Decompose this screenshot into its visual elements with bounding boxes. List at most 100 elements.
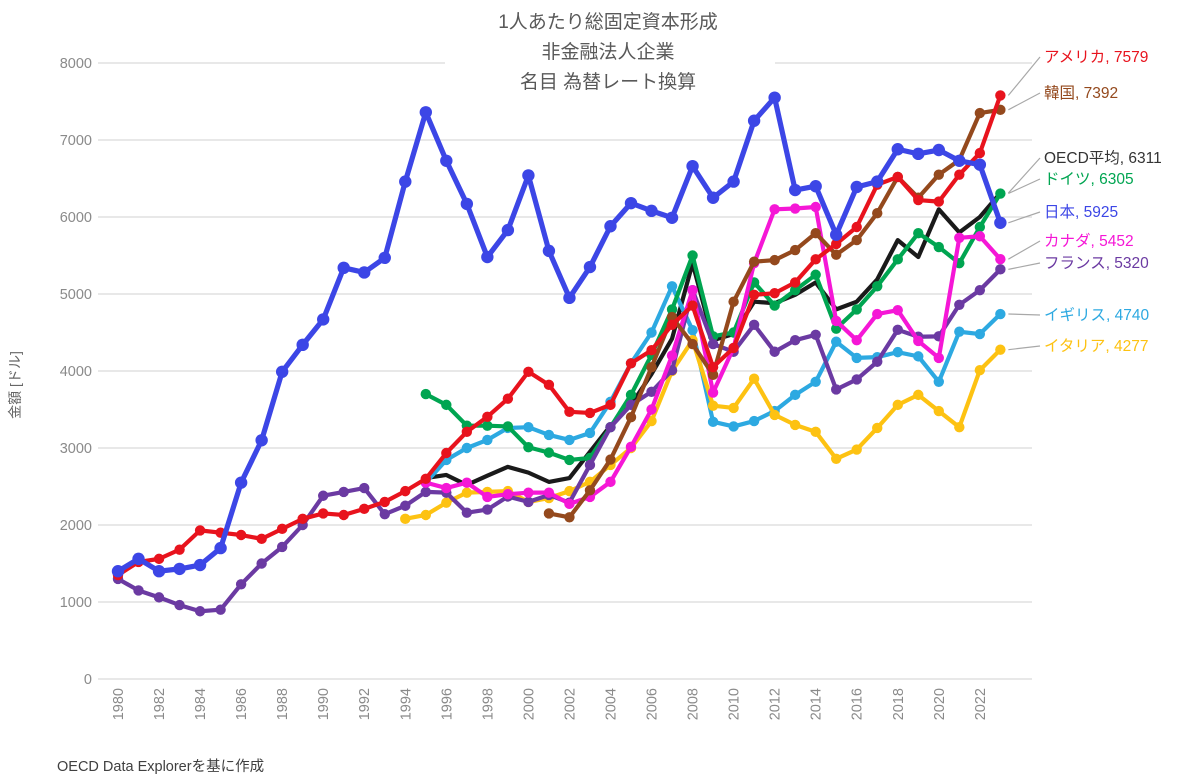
data-point-japan [768, 91, 781, 104]
data-point-usa [769, 288, 780, 299]
data-point-france [359, 482, 370, 494]
data-point-korea [872, 207, 883, 219]
data-point-usa [625, 358, 637, 369]
data-point-france [461, 507, 473, 518]
data-point-uk [687, 324, 698, 336]
data-point-japan [686, 159, 699, 173]
data-point-canada [892, 304, 903, 316]
data-point-japan [850, 180, 863, 194]
data-point-france [646, 386, 657, 397]
y-tick-label-2000: 2000 [60, 518, 92, 534]
data-point-uk [564, 434, 575, 446]
series-line-usa [115, 93, 1003, 578]
series-markers-uk [420, 281, 1006, 488]
data-point-germany [789, 284, 801, 296]
x-tick-label-2022: 2022 [973, 688, 989, 720]
data-point-usa [974, 147, 986, 159]
data-point-japan [132, 552, 145, 566]
data-point-usa [338, 509, 349, 521]
data-point-japan [317, 313, 330, 326]
data-point-japan [583, 260, 597, 274]
data-point-japan [275, 365, 289, 378]
y-tick-label-8000: 8000 [60, 56, 92, 72]
data-point-korea [831, 249, 842, 260]
data-point-japan [419, 106, 432, 119]
leader-line-japan [1008, 211, 1041, 224]
data-point-korea [851, 234, 862, 246]
data-point-uk [584, 427, 596, 439]
data-point-germany [851, 304, 862, 315]
data-point-canada [769, 204, 780, 215]
x-tick-label-2016: 2016 [850, 688, 866, 720]
title-backdrop [445, 36, 775, 72]
leader-line-canada [1008, 240, 1041, 260]
leader-line-uk [1008, 313, 1041, 316]
data-point-france [133, 585, 144, 596]
data-point-canada [810, 201, 821, 213]
data-point-italy [872, 422, 883, 434]
data-point-japan [706, 191, 720, 204]
data-point-germany [995, 188, 1006, 199]
data-point-germany [687, 250, 698, 261]
data-point-usa [256, 533, 267, 545]
data-point-usa [379, 496, 390, 508]
data-point-usa [687, 300, 698, 311]
data-point-japan [932, 143, 945, 157]
data-point-germany [441, 399, 452, 411]
data-point-germany [502, 421, 514, 432]
x-tick-label-1998: 1998 [480, 688, 496, 720]
leader-line-france [1008, 262, 1041, 270]
series-line-korea [546, 107, 1003, 520]
data-point-germany [974, 221, 986, 233]
data-point-japan [399, 175, 412, 188]
data-point-uk [892, 346, 903, 358]
data-point-germany [810, 269, 821, 280]
data-point-italy [769, 409, 780, 421]
data-point-usa [728, 342, 739, 354]
data-point-korea [728, 296, 739, 307]
data-point-germany [625, 389, 637, 401]
data-point-italy [933, 405, 944, 417]
data-point-uk [913, 351, 924, 362]
data-point-uk [728, 421, 739, 432]
data-point-canada [687, 284, 698, 296]
data-point-uk [789, 389, 801, 401]
x-tick-label-1992: 1992 [357, 688, 373, 720]
data-point-germany [872, 281, 883, 292]
data-point-usa [913, 194, 924, 206]
end-label-france: フランス, 5320 [1044, 255, 1149, 272]
data-point-italy [913, 389, 924, 401]
data-point-korea [543, 508, 555, 519]
data-point-japan [830, 228, 843, 241]
data-point-korea [974, 107, 986, 119]
x-tick-label-1986: 1986 [234, 688, 250, 720]
data-point-korea [584, 485, 596, 496]
data-point-korea [748, 256, 760, 267]
data-point-germany [482, 420, 493, 431]
y-tick-label-4000: 4000 [60, 364, 92, 380]
data-point-france [318, 490, 329, 501]
data-point-italy [974, 365, 986, 376]
data-point-france [974, 284, 986, 296]
data-point-france [482, 504, 493, 515]
data-point-canada [831, 315, 842, 327]
data-point-france [707, 338, 719, 350]
data-point-korea [605, 454, 616, 465]
x-tick-label-1988: 1988 [275, 688, 291, 720]
data-point-uk [543, 429, 555, 441]
data-point-japan [645, 204, 658, 218]
data-point-usa [318, 508, 329, 519]
data-point-germany [769, 300, 780, 311]
data-point-germany [892, 254, 903, 265]
data-point-germany [420, 388, 431, 400]
data-point-usa [810, 254, 821, 265]
series-line-italy [403, 338, 1003, 521]
data-point-uk [974, 328, 986, 340]
data-point-canada [646, 404, 657, 415]
data-point-japan [152, 565, 166, 578]
data-point-france [892, 324, 903, 336]
data-point-japan [234, 476, 248, 489]
data-point-usa [748, 289, 760, 300]
